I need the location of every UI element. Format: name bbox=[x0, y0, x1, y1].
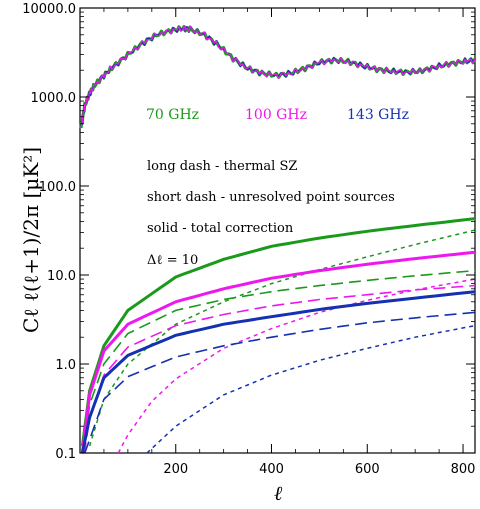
143-ghz-total-correction-line bbox=[80, 290, 476, 454]
100-ghz-point-sources-line bbox=[117, 278, 476, 454]
y-axis-title: Cℓ ℓ(ℓ+1)/2π [μK²] bbox=[19, 147, 43, 333]
70-ghz-point-sources-line bbox=[88, 229, 476, 447]
series-layer bbox=[79, 24, 477, 454]
x-tick-label: 200 bbox=[163, 462, 188, 477]
y-tick-label: 10000.0 bbox=[22, 2, 76, 17]
x-axis-title: ℓ bbox=[274, 481, 283, 505]
plot-frame bbox=[79, 7, 476, 454]
y-tick-label: 100.0 bbox=[39, 180, 76, 195]
y-axis: 0.1 1.0 10.0 100.0 1000.0 10000.0 bbox=[22, 2, 475, 462]
y-tick-label: 1.0 bbox=[55, 358, 76, 373]
x-tick-label: 800 bbox=[451, 462, 476, 477]
143-ghz-point-sources-line bbox=[146, 324, 476, 454]
annotation-solid: solid - total correction bbox=[147, 221, 294, 236]
x-tick-label: 600 bbox=[355, 462, 380, 477]
y-tick-label: 10.0 bbox=[47, 269, 76, 284]
70-ghz-thermal-sz-line bbox=[81, 269, 476, 454]
annotation-long-dash: long dash - thermal SZ bbox=[147, 159, 297, 174]
100-ghz-thermal-sz-line bbox=[82, 284, 476, 454]
legend-70ghz: 70 GHz bbox=[146, 107, 199, 123]
annotation-delta-l: Δℓ = 10 bbox=[147, 253, 198, 268]
annotation-short-dash: short dash - unresolved point sources bbox=[147, 190, 395, 205]
y-tick-label: 1000.0 bbox=[31, 91, 77, 106]
legend-143ghz: 143 GHz bbox=[347, 107, 409, 123]
legend-100ghz: 100 GHz bbox=[245, 107, 307, 123]
143-ghz-thermal-sz-line bbox=[84, 311, 476, 454]
x-tick-label: 400 bbox=[259, 462, 284, 477]
100-ghz-total-correction-line bbox=[80, 250, 476, 454]
x-axis: 200 400 600 800 bbox=[103, 8, 476, 477]
cmb-spectrum-line-100 bbox=[80, 25, 476, 128]
y-tick-label: 0.1 bbox=[55, 447, 76, 462]
